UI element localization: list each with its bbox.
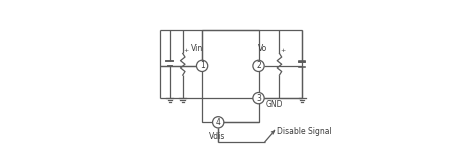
- Text: 2: 2: [256, 61, 261, 70]
- Text: Vdis: Vdis: [209, 132, 226, 141]
- Text: 4: 4: [216, 118, 221, 127]
- Text: Vo: Vo: [258, 44, 267, 53]
- Circle shape: [253, 60, 264, 72]
- Circle shape: [253, 92, 264, 104]
- Text: +: +: [280, 48, 285, 53]
- Text: 3: 3: [256, 94, 261, 103]
- Text: Vin: Vin: [191, 44, 203, 53]
- Text: Disable Signal: Disable Signal: [277, 127, 332, 136]
- Circle shape: [213, 117, 224, 128]
- Text: 1: 1: [200, 61, 204, 70]
- Text: GND: GND: [266, 100, 283, 109]
- Text: +: +: [184, 48, 189, 53]
- Circle shape: [196, 60, 208, 72]
- Bar: [202, 30, 258, 122]
